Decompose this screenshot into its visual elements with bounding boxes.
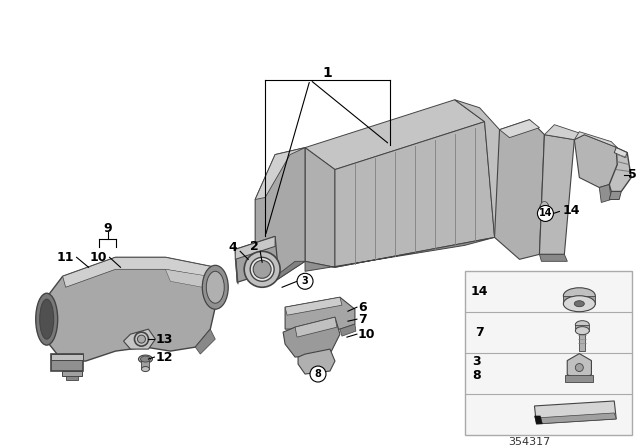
Ellipse shape [202, 265, 228, 309]
Text: 3: 3 [472, 354, 481, 367]
Polygon shape [545, 125, 584, 140]
Polygon shape [285, 297, 342, 315]
Bar [565, 375, 593, 382]
Ellipse shape [40, 299, 54, 339]
Polygon shape [295, 317, 337, 337]
Polygon shape [255, 148, 305, 199]
Polygon shape [540, 135, 574, 254]
Ellipse shape [140, 356, 150, 362]
Bar [66, 376, 77, 380]
Polygon shape [265, 261, 305, 284]
Ellipse shape [575, 364, 583, 371]
Polygon shape [165, 269, 215, 289]
Polygon shape [454, 100, 500, 239]
Polygon shape [51, 354, 83, 371]
Text: 12: 12 [156, 351, 173, 364]
Text: 10: 10 [90, 251, 108, 264]
Polygon shape [609, 148, 631, 191]
Text: 5: 5 [628, 168, 637, 181]
Polygon shape [255, 148, 305, 284]
Polygon shape [495, 120, 545, 259]
Polygon shape [567, 353, 591, 382]
Polygon shape [500, 120, 540, 138]
Text: 7: 7 [358, 313, 367, 326]
Ellipse shape [36, 293, 58, 345]
Text: 13: 13 [156, 332, 173, 345]
Text: 354317: 354317 [508, 437, 550, 447]
Polygon shape [195, 329, 215, 354]
Bar [575, 325, 589, 331]
Ellipse shape [563, 296, 595, 312]
Text: 6: 6 [358, 301, 367, 314]
Ellipse shape [575, 327, 589, 335]
Bar [563, 296, 595, 304]
Polygon shape [534, 401, 616, 424]
Ellipse shape [244, 251, 280, 287]
Ellipse shape [540, 202, 548, 211]
Ellipse shape [250, 257, 274, 281]
Bar [61, 371, 82, 376]
Polygon shape [614, 148, 627, 158]
Text: 9: 9 [103, 222, 112, 235]
Ellipse shape [540, 202, 549, 216]
Ellipse shape [563, 288, 595, 304]
Text: 7: 7 [476, 326, 484, 339]
Polygon shape [305, 148, 335, 267]
Text: 10: 10 [358, 327, 376, 340]
Polygon shape [536, 413, 616, 424]
Polygon shape [285, 297, 355, 329]
Polygon shape [236, 237, 278, 282]
Polygon shape [47, 257, 215, 361]
Polygon shape [540, 254, 568, 261]
Polygon shape [305, 237, 495, 271]
Bar [465, 271, 632, 435]
Ellipse shape [575, 321, 589, 329]
Polygon shape [574, 135, 620, 188]
Polygon shape [599, 185, 611, 202]
Text: 8: 8 [472, 369, 481, 382]
Ellipse shape [141, 366, 149, 371]
Polygon shape [124, 329, 156, 349]
Polygon shape [236, 237, 275, 259]
Text: 14: 14 [563, 204, 580, 217]
Polygon shape [63, 257, 215, 287]
Polygon shape [305, 100, 484, 169]
Polygon shape [51, 354, 83, 360]
Polygon shape [340, 324, 356, 336]
Circle shape [297, 273, 313, 289]
Ellipse shape [253, 260, 271, 278]
Polygon shape [236, 259, 238, 284]
Polygon shape [609, 191, 621, 199]
Polygon shape [574, 132, 617, 148]
Text: 8: 8 [315, 369, 321, 379]
Ellipse shape [138, 355, 152, 363]
Polygon shape [534, 416, 543, 424]
Text: 4: 4 [229, 241, 237, 254]
Text: 1: 1 [322, 66, 332, 80]
Ellipse shape [574, 301, 584, 307]
Text: 14: 14 [471, 285, 488, 298]
Ellipse shape [138, 335, 145, 343]
Text: 11: 11 [57, 251, 74, 264]
Polygon shape [335, 122, 495, 267]
Text: 14: 14 [539, 208, 552, 219]
Ellipse shape [206, 271, 224, 303]
Circle shape [538, 206, 554, 221]
Bar [141, 359, 149, 369]
Circle shape [310, 366, 326, 382]
Bar [579, 331, 586, 351]
Text: 3: 3 [301, 276, 308, 286]
Text: 2: 2 [250, 240, 259, 253]
Polygon shape [283, 317, 340, 357]
Polygon shape [298, 349, 335, 374]
